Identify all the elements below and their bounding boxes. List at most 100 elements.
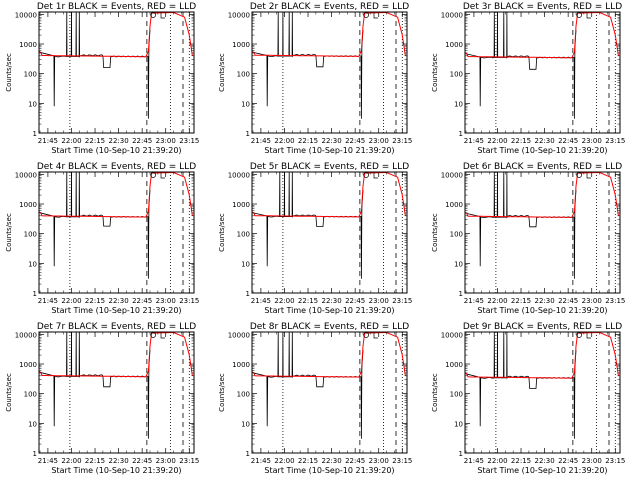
panel-title: Det 9r BLACK = Events, RED = LLD [463,322,622,332]
panel-frame [464,331,621,454]
panel-data [465,332,619,453]
x-tick-label: 21:45 [251,137,271,145]
y-axis-label: Counts/sec [5,53,13,92]
panel-data [252,332,406,453]
chart-panel: Det 8r BLACK = Events, RED = LLD 1 10 100 10… [218,322,412,475]
x-tick-label: 22:30 [322,297,342,305]
panel-frame [251,171,408,294]
x-tick-label: 22:30 [109,297,129,305]
y-tick-label: 10000 [15,331,37,339]
panel-frame [38,171,195,294]
x-tick-label: 23:00 [156,297,176,305]
x-tick-label: 23:00 [582,457,602,465]
x-axis-label: Start Time (10-Sep-10 21:39:20) [477,146,607,155]
y-axis-label: Counts/sec [5,373,13,412]
x-tick-label: 22:30 [535,457,555,465]
lld-series-line [252,12,406,57]
x-tick-label: 23:15 [392,457,412,465]
y-tick-label: 10 [454,100,463,108]
x-tick-label: 22:15 [298,457,318,465]
y-tick-label: 100 [450,71,463,79]
y-tick-label: 1000 [19,201,37,209]
chart-panel: Det 1r BLACK = Events, RED = LLD 1 10 100 10… [5,2,199,155]
x-tick-label: 21:45 [464,457,484,465]
panel-title: Det 6r BLACK = Events, RED = LLD [463,162,622,172]
events-series-line [252,172,364,279]
y-tick-label: 10 [28,260,37,268]
y-tick-label: 1 [33,290,37,298]
x-tick-label: 22:00 [487,297,507,305]
x-tick-label: 21:45 [38,137,58,145]
y-tick-label: 100 [237,71,250,79]
panel-frame [251,11,408,134]
y-tick-label: 100 [450,231,463,239]
y-tick-label: 1 [459,290,463,298]
x-tick-label: 22:45 [345,457,365,465]
x-tick-label: 23:00 [369,297,389,305]
x-tick-label: 22:15 [85,457,105,465]
y-tick-label: 10000 [228,171,250,179]
x-tick-label: 22:45 [558,297,578,305]
y-tick-label: 1000 [19,361,37,369]
panel-data [465,12,619,133]
y-axis-label: Counts/sec [5,213,13,252]
events-series-line [39,172,151,279]
panel-title: Det 5r BLACK = Events, RED = LLD [250,162,409,172]
y-tick-label: 100 [237,391,250,399]
y-tick-label: 10 [28,100,37,108]
y-tick-label: 1 [246,130,250,138]
y-tick-label: 1 [459,130,463,138]
panel-title: Det 4r BLACK = Events, RED = LLD [37,162,196,172]
top-marker-bracket [160,12,166,19]
x-axis-label: Start Time (10-Sep-10 21:39:20) [477,306,607,315]
x-tick-label: 22:30 [322,457,342,465]
chart-panel: Det 9r BLACK = Events, RED = LLD 1 10 100 10… [431,322,625,475]
x-tick-label: 23:00 [369,457,389,465]
x-tick-label: 22:30 [109,137,129,145]
y-tick-label: 1000 [232,361,250,369]
events-series-line [39,332,151,439]
x-tick-label: 23:15 [605,137,625,145]
y-axis-label: Counts/sec [431,373,439,412]
panel-data [39,172,193,293]
x-axis-label: Start Time (10-Sep-10 21:39:20) [51,466,181,475]
y-tick-label: 1 [33,130,37,138]
x-tick-label: 22:15 [511,297,531,305]
panel-title: Det 2r BLACK = Events, RED = LLD [250,2,409,12]
x-tick-label: 22:00 [274,137,294,145]
lld-series-line [252,332,406,378]
x-axis-label: Start Time (10-Sep-10 21:39:20) [51,306,181,315]
chart-panel: Det 3r BLACK = Events, RED = LLD 1 10 100 10… [431,2,625,155]
top-marker-bracket [373,332,379,339]
panel-frame [464,11,621,134]
panel-frame [251,331,408,454]
y-tick-label: 10000 [441,171,463,179]
events-series-line [465,12,577,119]
y-tick-label: 10000 [228,11,250,19]
panel-frame [38,11,195,134]
y-axis-label: Counts/sec [431,213,439,252]
lld-series-line [465,332,619,379]
x-tick-label: 23:15 [179,457,199,465]
y-tick-label: 100 [450,391,463,399]
x-tick-label: 22:15 [298,137,318,145]
y-tick-label: 10 [241,100,250,108]
panel-title: Det 1r BLACK = Events, RED = LLD [37,2,196,12]
y-tick-label: 1 [459,450,463,458]
y-tick-label: 100 [237,231,250,239]
x-tick-label: 21:45 [464,137,484,145]
events-series-line [252,332,364,439]
x-tick-label: 22:15 [511,457,531,465]
top-marker-bracket [160,172,166,179]
y-tick-label: 10000 [15,11,37,19]
x-tick-label: 22:15 [511,137,531,145]
y-tick-label: 1000 [232,41,250,49]
panel-title: Det 3r BLACK = Events, RED = LLD [463,2,622,12]
x-tick-label: 22:00 [61,457,81,465]
x-tick-label: 23:15 [605,457,625,465]
y-tick-label: 10000 [441,331,463,339]
x-tick-label: 22:00 [61,137,81,145]
y-tick-label: 10000 [15,171,37,179]
x-tick-label: 22:30 [109,457,129,465]
